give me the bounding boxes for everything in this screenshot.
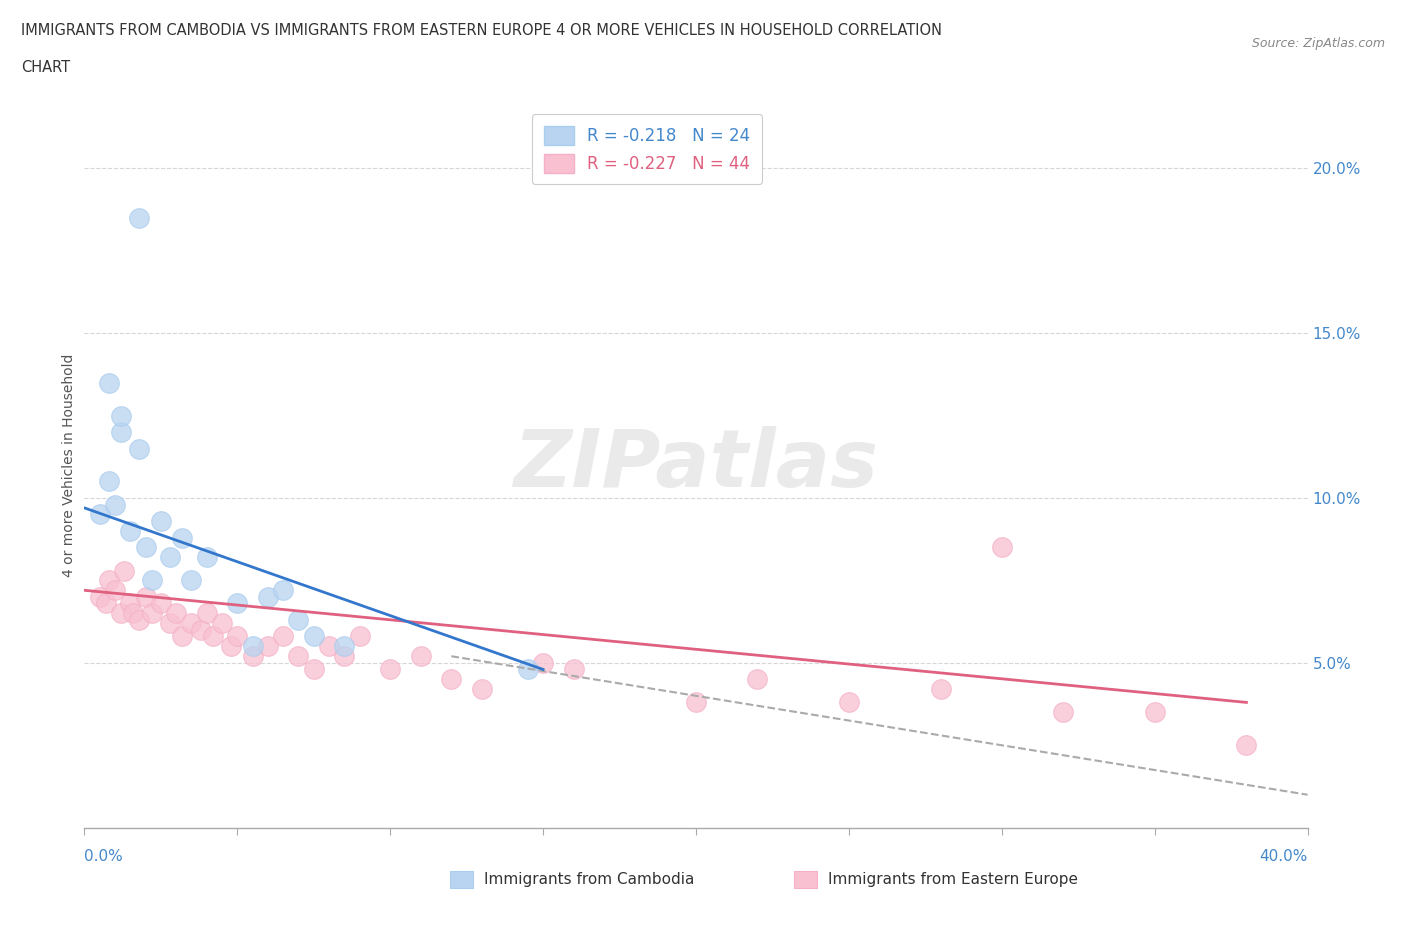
Point [180,573,202,588]
Text: IMMIGRANTS FROM CAMBODIA VS IMMIGRANTS FROM EASTERN EUROPE 4 OR MORE VEHICLES IN: IMMIGRANTS FROM CAMBODIA VS IMMIGRANTS F… [21,23,942,38]
Point [257,590,280,604]
Text: Source: ZipAtlas.com: Source: ZipAtlas.com [1251,37,1385,50]
Point [104,583,127,598]
Point [141,606,163,621]
Point [122,606,145,621]
Point [1052,705,1074,720]
Point [135,540,157,555]
Point [110,606,132,621]
Point [929,682,952,697]
Y-axis label: 4 or more Vehicles in Household: 4 or more Vehicles in Household [62,353,76,577]
Point [89,590,111,604]
Point [242,639,264,654]
Point [685,695,707,710]
Point [128,441,150,456]
Point [302,662,325,677]
Point [112,563,135,578]
Point [302,629,325,644]
Point [180,616,202,631]
Text: CHART: CHART [21,60,70,75]
Text: 40.0%: 40.0% [1260,849,1308,865]
Point [242,649,264,664]
Point [287,649,309,664]
Text: ZIPatlas: ZIPatlas [513,426,879,504]
Point [190,622,212,637]
Point [257,639,280,654]
Point [271,629,294,644]
Text: Immigrants from Cambodia: Immigrants from Cambodia [484,872,695,887]
Point [97,474,120,489]
Point [97,573,120,588]
Point [110,408,132,423]
Point [149,596,172,611]
Point [172,629,194,644]
Legend: R = -0.218   N = 24, R = -0.227   N = 44: R = -0.218 N = 24, R = -0.227 N = 44 [531,114,762,184]
Point [440,671,463,686]
Point [531,656,554,671]
Point [1234,737,1257,752]
Point [141,573,163,588]
Point [159,616,181,631]
Bar [450,871,472,888]
Point [201,629,224,644]
Point [333,639,356,654]
Point [135,590,157,604]
Point [838,695,860,710]
Point [516,662,538,677]
Point [110,425,132,440]
Point [471,682,494,697]
Point [94,596,117,611]
Point [89,507,111,522]
Point [409,649,432,664]
Text: 0.0%: 0.0% [84,849,124,865]
Point [219,639,242,654]
Point [562,662,585,677]
Point [991,540,1014,555]
Point [149,513,172,528]
Point [128,210,150,225]
Point [172,530,194,545]
Point [380,662,402,677]
Point [318,639,340,654]
Point [120,596,142,611]
Point [1143,705,1166,720]
Point [226,629,249,644]
Point [195,606,218,621]
Point [287,613,309,628]
Point [195,550,218,565]
Point [747,671,769,686]
Point [104,498,127,512]
Point [159,550,181,565]
Bar [794,871,817,888]
Point [165,606,187,621]
Point [271,583,294,598]
Text: Immigrants from Eastern Europe: Immigrants from Eastern Europe [828,872,1078,887]
Point [349,629,371,644]
Point [97,375,120,390]
Point [211,616,233,631]
Point [128,613,150,628]
Point [120,524,142,538]
Point [333,649,356,664]
Point [226,596,249,611]
